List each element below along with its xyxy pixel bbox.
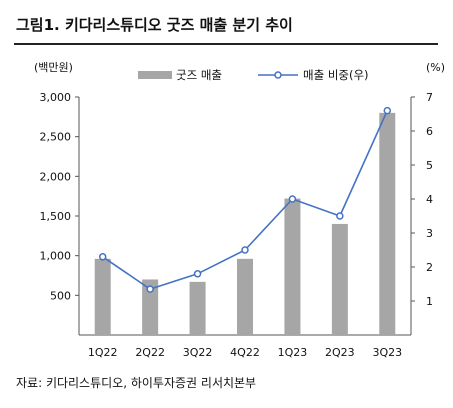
x-tick-label: 1Q23 bbox=[278, 346, 308, 359]
y-right-tick-labels: 7 6 5 4 3 2 1 bbox=[426, 91, 433, 308]
y-right-unit-label: (%) bbox=[426, 61, 445, 74]
bar-series bbox=[94, 112, 396, 335]
y-left-tick-label: 2,000 bbox=[40, 170, 72, 183]
x-tick-label: 2Q23 bbox=[325, 346, 355, 359]
x-tick-label: 3Q22 bbox=[183, 346, 213, 359]
legend-line-marker bbox=[274, 71, 282, 79]
y-right-tick-label: 5 bbox=[426, 159, 433, 172]
legend: 굿즈 매출 매출 비중(우) bbox=[138, 68, 369, 82]
bar-2Q22 bbox=[142, 279, 159, 335]
bar-4Q22 bbox=[237, 258, 253, 335]
line-point-2Q22 bbox=[146, 285, 154, 293]
x-tick-label: 2Q22 bbox=[135, 346, 165, 359]
line-point-1Q23 bbox=[288, 195, 297, 203]
legend-bar-swatch bbox=[138, 71, 172, 79]
line-point-3Q23 bbox=[383, 106, 392, 115]
x-axis-labels: 1Q22 2Q22 3Q22 4Q22 1Q23 2Q23 3Q23 bbox=[88, 346, 402, 359]
line-point-2Q23 bbox=[336, 212, 344, 220]
line-point-3Q22 bbox=[193, 270, 202, 278]
legend-line-label: 매출 비중(우) bbox=[303, 68, 369, 82]
y-right-tick-label: 3 bbox=[426, 227, 433, 240]
y-left-tick-label: 500 bbox=[50, 289, 71, 302]
y-left-tick-label: 1,000 bbox=[40, 250, 72, 263]
chart-title: 그림1. 키다리스튜디오 굿즈 매출 분기 추이 bbox=[16, 16, 293, 34]
bar-2Q23 bbox=[331, 223, 348, 335]
bar-1Q23 bbox=[284, 198, 301, 335]
y-right-tick-label: 1 bbox=[426, 295, 433, 308]
line-point-1Q22 bbox=[98, 253, 107, 261]
x-tick-label: 3Q23 bbox=[372, 346, 402, 359]
title-divider bbox=[14, 43, 438, 45]
line-series bbox=[98, 106, 392, 293]
y-right-tick-label: 6 bbox=[426, 125, 433, 138]
line-point-4Q22 bbox=[241, 246, 249, 254]
y-left-tick-label: 3,000 bbox=[40, 91, 72, 104]
y-right-tick-label: 2 bbox=[426, 261, 433, 274]
bar-3Q22 bbox=[189, 281, 206, 335]
y-left-tick-label: 1,500 bbox=[40, 210, 72, 223]
x-tick-label: 4Q22 bbox=[230, 346, 260, 359]
y-right-tick-label: 4 bbox=[426, 193, 433, 206]
bar-1Q22 bbox=[94, 258, 111, 335]
y-right-tick-label: 7 bbox=[426, 91, 433, 104]
legend-bar-label: 굿즈 매출 bbox=[176, 68, 222, 82]
y-left-tick-labels: 3,000 2,500 2,000 1,500 1,000 500 bbox=[40, 91, 72, 302]
bar-3Q23 bbox=[379, 112, 396, 335]
y-left-unit-label: (백만원) bbox=[34, 61, 73, 74]
x-tick-label: 1Q22 bbox=[88, 346, 118, 359]
y-left-tick-label: 2,500 bbox=[40, 131, 72, 144]
source-note: 자료: 키다리스튜디오, 하이투자증권 리서치본부 bbox=[16, 376, 257, 390]
